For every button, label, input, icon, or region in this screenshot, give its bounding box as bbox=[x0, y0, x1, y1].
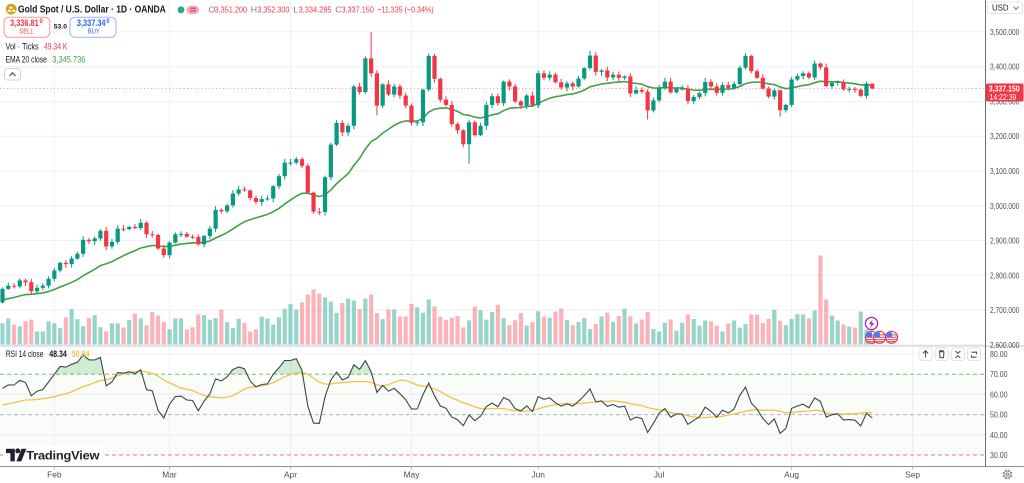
svg-text:3,351.200: 3,351.200 bbox=[215, 4, 248, 14]
svg-text:50.00: 50.00 bbox=[990, 410, 1008, 420]
svg-text:L: L bbox=[293, 4, 298, 14]
svg-text:49.34 K: 49.34 K bbox=[44, 42, 67, 52]
svg-text:3,000.000: 3,000.000 bbox=[990, 201, 1020, 211]
svg-text:3,337.150: 3,337.150 bbox=[989, 83, 1020, 93]
svg-text:BUY: BUY bbox=[88, 26, 100, 35]
svg-text:3,400.000: 3,400.000 bbox=[990, 62, 1020, 72]
svg-text:3,337.34: 3,337.34 bbox=[77, 18, 106, 28]
svg-text:3,100.000: 3,100.000 bbox=[990, 166, 1020, 176]
svg-text:USD: USD bbox=[992, 3, 1009, 13]
svg-text:0: 0 bbox=[106, 19, 110, 25]
svg-text:O: O bbox=[208, 4, 215, 14]
svg-text:2,700.000: 2,700.000 bbox=[990, 305, 1020, 315]
svg-text:40.00: 40.00 bbox=[990, 430, 1008, 440]
svg-text:Sep: Sep bbox=[905, 470, 920, 480]
svg-text:3,336.81: 3,336.81 bbox=[10, 18, 39, 28]
svg-text:80.00: 80.00 bbox=[990, 349, 1008, 359]
svg-text:Feb: Feb bbox=[47, 470, 62, 480]
svg-text:Gold Spot / U.S. Dollar · 1D ·: Gold Spot / U.S. Dollar · 1D · OANDA bbox=[18, 5, 166, 16]
svg-text:48.34: 48.34 bbox=[49, 349, 67, 359]
svg-text:30.00: 30.00 bbox=[990, 450, 1008, 460]
svg-text:Aug: Aug bbox=[784, 470, 799, 480]
svg-text:Jul: Jul bbox=[654, 470, 665, 480]
svg-text:SELL: SELL bbox=[19, 26, 33, 35]
svg-text:3,200.000: 3,200.000 bbox=[990, 131, 1020, 141]
svg-text:−11.335 (−0.34%): −11.335 (−0.34%) bbox=[377, 4, 433, 14]
svg-text:3,352.300: 3,352.300 bbox=[257, 4, 289, 14]
svg-text:EMA 20 close: EMA 20 close bbox=[6, 54, 47, 64]
svg-text:50.84: 50.84 bbox=[72, 349, 90, 359]
svg-text:Vol · Ticks: Vol · Ticks bbox=[6, 42, 40, 52]
svg-text:TradingView: TradingView bbox=[26, 449, 100, 462]
svg-text:Jun: Jun bbox=[531, 470, 545, 480]
svg-text:3,334.285: 3,334.285 bbox=[299, 4, 332, 14]
svg-text:H: H bbox=[251, 4, 257, 14]
svg-text:0: 0 bbox=[40, 19, 44, 25]
svg-text:3,337.150: 3,337.150 bbox=[342, 4, 375, 14]
svg-text:Mar: Mar bbox=[162, 470, 177, 480]
svg-text:53.0: 53.0 bbox=[54, 24, 67, 31]
svg-text:C: C bbox=[335, 4, 341, 14]
svg-text:70.00: 70.00 bbox=[990, 369, 1008, 379]
svg-text:Apr: Apr bbox=[284, 470, 297, 480]
svg-text:3,345.736: 3,345.736 bbox=[52, 54, 85, 64]
svg-text:3,500.000: 3,500.000 bbox=[990, 27, 1020, 37]
svg-text:2,900.000: 2,900.000 bbox=[990, 236, 1020, 246]
svg-text:60.00: 60.00 bbox=[990, 389, 1008, 399]
svg-text:14:22:39: 14:22:39 bbox=[990, 92, 1017, 102]
svg-text:2,800.000: 2,800.000 bbox=[990, 270, 1020, 280]
svg-text:RSI 14 close: RSI 14 close bbox=[6, 349, 44, 359]
svg-text:2,600.000: 2,600.000 bbox=[990, 340, 1020, 350]
svg-text:May: May bbox=[404, 470, 421, 480]
